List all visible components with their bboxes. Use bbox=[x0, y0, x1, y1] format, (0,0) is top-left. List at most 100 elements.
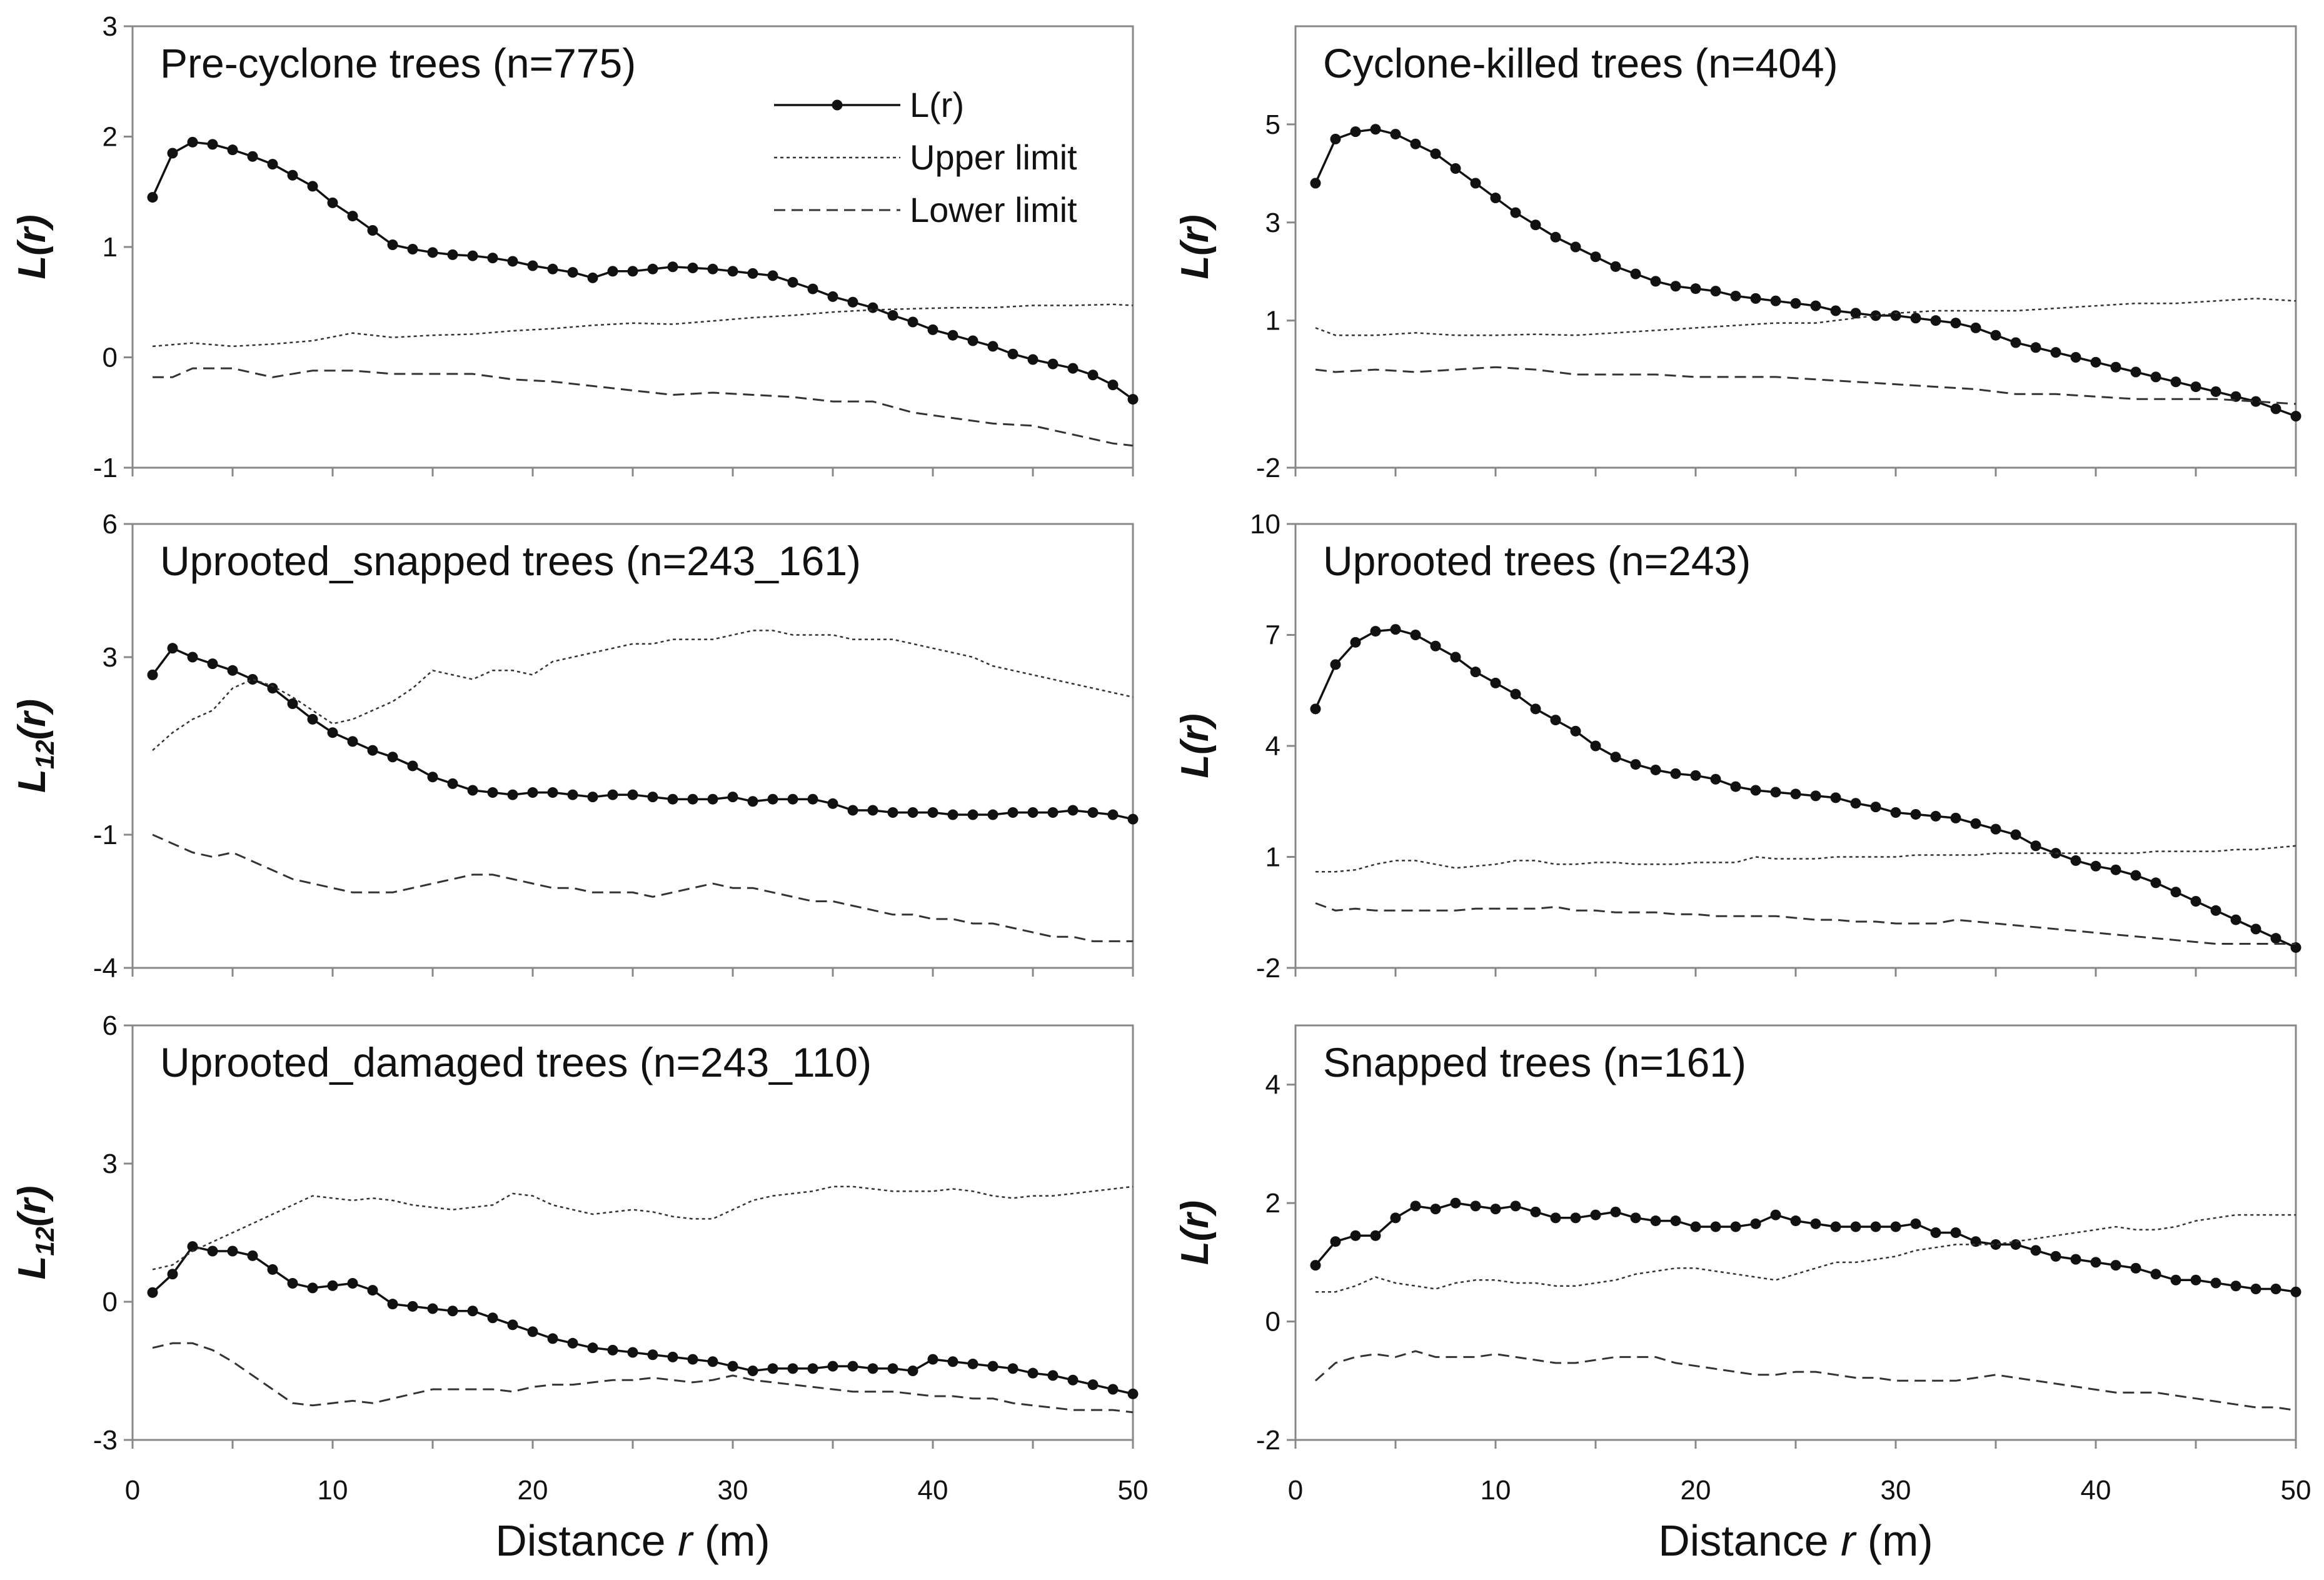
lr-point bbox=[147, 1287, 158, 1298]
lr-point bbox=[667, 793, 678, 805]
x-tick-label: 50 bbox=[2281, 1475, 2311, 1506]
lr-point bbox=[1930, 1227, 1941, 1238]
lr-point bbox=[1770, 787, 1781, 798]
lr-point bbox=[827, 291, 838, 302]
lr-point bbox=[1047, 1370, 1059, 1381]
lr-point bbox=[907, 1366, 918, 1376]
lr-point bbox=[2070, 1254, 2081, 1265]
lr-point bbox=[327, 197, 338, 208]
lr-point bbox=[1087, 807, 1099, 818]
lr-point bbox=[447, 1306, 458, 1317]
lr-point bbox=[967, 809, 978, 820]
lr-point bbox=[2210, 1277, 2221, 1289]
series-lower-limit bbox=[152, 833, 1133, 942]
lr-point bbox=[1410, 1200, 1421, 1212]
lr-point bbox=[827, 798, 838, 809]
lr-point bbox=[1047, 358, 1059, 370]
lr-point bbox=[2050, 1250, 2061, 1262]
y-tick-label: 10 bbox=[1250, 509, 1280, 540]
lr-point bbox=[1570, 725, 1581, 737]
lr-point bbox=[2030, 840, 2041, 852]
lr-point bbox=[507, 789, 518, 800]
ylabel-main: L bbox=[11, 769, 54, 793]
lr-point bbox=[2290, 942, 2301, 953]
lr-point bbox=[1350, 126, 1361, 138]
series-lr-line bbox=[151, 1245, 1134, 1396]
lr-point bbox=[1087, 370, 1099, 381]
y-tick-label: 3 bbox=[103, 1149, 118, 1179]
lr-point bbox=[167, 1269, 178, 1280]
lr-point bbox=[367, 225, 378, 236]
xlabel-unit: (m) bbox=[692, 1516, 770, 1565]
lr-point bbox=[1950, 1227, 1961, 1238]
y-tick-label: 1 bbox=[1265, 306, 1280, 336]
lr-point bbox=[2290, 411, 2301, 422]
series-upper-limit bbox=[152, 630, 1134, 752]
lr-point bbox=[807, 793, 818, 805]
lr-point bbox=[1790, 298, 1801, 309]
lr-point bbox=[727, 792, 738, 803]
lr-point bbox=[567, 1337, 578, 1349]
lr-point bbox=[1107, 1384, 1119, 1395]
lr-point bbox=[827, 1361, 838, 1372]
plot-frame bbox=[131, 523, 1134, 969]
lr-point bbox=[407, 760, 418, 772]
legend-label: L(r) bbox=[910, 85, 964, 124]
panel-title: Uprooted_damaged trees (n=243_110) bbox=[160, 1039, 872, 1085]
lr-point bbox=[287, 169, 298, 181]
series-lower-limit bbox=[152, 1342, 1134, 1414]
lr-point bbox=[927, 1354, 938, 1365]
lr-point bbox=[1590, 740, 1601, 752]
y-tick-label: 2 bbox=[103, 122, 118, 153]
lr-point bbox=[1690, 770, 1701, 781]
lr-point bbox=[267, 159, 278, 170]
lr-point bbox=[267, 1264, 278, 1275]
x-tick-label: 10 bbox=[1481, 1475, 1511, 1506]
y-tick-label: 0 bbox=[103, 343, 118, 373]
lr-point bbox=[947, 330, 958, 341]
lr-point bbox=[767, 1363, 778, 1374]
lr-point bbox=[1930, 810, 1941, 822]
lr-point bbox=[2090, 860, 2101, 872]
x-tick-label: 50 bbox=[1118, 1475, 1149, 1506]
y-tick-label: 7 bbox=[1265, 620, 1280, 651]
lr-point bbox=[1630, 1212, 1641, 1224]
lr-point bbox=[847, 805, 858, 816]
lr-point bbox=[1550, 715, 1561, 726]
lr-point bbox=[167, 643, 178, 654]
ylabel-suffix: (r) bbox=[11, 1185, 54, 1226]
lr-point bbox=[2270, 403, 2281, 415]
lr-point bbox=[2230, 914, 2241, 925]
y-tick-label: 3 bbox=[103, 11, 118, 42]
lr-point bbox=[1770, 295, 1781, 306]
lr-point bbox=[427, 1303, 438, 1314]
lr-point bbox=[2150, 877, 2161, 888]
ylabel-subscript: 12 bbox=[30, 740, 59, 769]
legend-label: Lower limit bbox=[910, 190, 1077, 229]
lr-point bbox=[1390, 1212, 1401, 1224]
lr-point bbox=[1710, 1221, 1721, 1232]
lr-point bbox=[227, 144, 238, 156]
lr-point bbox=[1690, 283, 1701, 294]
lr-point bbox=[1990, 330, 2001, 341]
lr-point bbox=[1890, 807, 1901, 818]
xlabel-main: Distance bbox=[495, 1516, 678, 1565]
lr-point bbox=[1310, 1260, 1321, 1271]
lr-point bbox=[1590, 251, 1601, 263]
lr-point bbox=[887, 807, 898, 818]
lr-point bbox=[487, 787, 498, 798]
x-axis-label: Distance r (m) bbox=[495, 1516, 770, 1565]
legend-lr-marker bbox=[832, 99, 843, 111]
lr-point bbox=[1430, 640, 1441, 652]
lr-point bbox=[1450, 652, 1461, 663]
series-upper-limit bbox=[152, 303, 1134, 348]
plot-frame bbox=[131, 25, 1134, 469]
lr-point bbox=[1890, 1221, 1901, 1232]
lr-point bbox=[1650, 276, 1661, 287]
lr-point bbox=[2130, 366, 2141, 378]
plot-frame bbox=[131, 1024, 1134, 1441]
lr-point bbox=[747, 796, 758, 807]
y-tick-label: 1 bbox=[103, 232, 118, 263]
lr-point bbox=[2070, 855, 2081, 866]
